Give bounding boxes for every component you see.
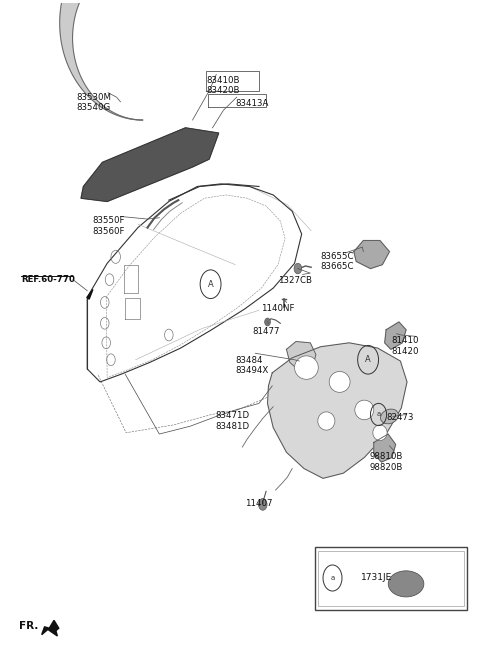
Ellipse shape — [295, 356, 318, 379]
Text: 83530M
83540G: 83530M 83540G — [76, 93, 111, 112]
Text: REF.60-770: REF.60-770 — [21, 275, 75, 284]
Text: 1731JE: 1731JE — [361, 573, 392, 582]
Ellipse shape — [329, 371, 350, 392]
Polygon shape — [374, 434, 396, 462]
Polygon shape — [60, 0, 143, 120]
Text: 98810B
98820B: 98810B 98820B — [369, 452, 402, 472]
Text: 11407: 11407 — [245, 499, 272, 508]
Polygon shape — [267, 343, 407, 478]
Circle shape — [294, 263, 301, 274]
Text: a: a — [376, 411, 381, 417]
Bar — [315, 547, 467, 610]
Polygon shape — [287, 342, 316, 373]
Text: A: A — [365, 355, 371, 364]
Ellipse shape — [388, 571, 424, 597]
Text: a: a — [330, 575, 335, 581]
Text: 1140NF: 1140NF — [261, 304, 295, 313]
Text: 83550F
83560F: 83550F 83560F — [92, 216, 124, 236]
Text: 83655C
83665C: 83655C 83665C — [321, 252, 354, 271]
Polygon shape — [42, 620, 59, 636]
Text: 83410B
83420B: 83410B 83420B — [207, 76, 240, 95]
Polygon shape — [87, 290, 93, 299]
Ellipse shape — [373, 425, 387, 441]
Ellipse shape — [318, 412, 335, 430]
Ellipse shape — [355, 400, 374, 420]
Polygon shape — [354, 240, 389, 269]
Text: 83413A: 83413A — [235, 99, 269, 108]
Text: 83484
83494X: 83484 83494X — [235, 356, 268, 375]
Bar — [318, 551, 464, 606]
Circle shape — [264, 318, 270, 326]
Text: 83471D
83481D: 83471D 83481D — [216, 411, 250, 430]
Circle shape — [259, 499, 267, 510]
Text: 1327CB: 1327CB — [278, 277, 312, 285]
Text: A: A — [208, 280, 214, 288]
Text: 82473: 82473 — [386, 413, 414, 422]
Text: FR.: FR. — [19, 622, 39, 631]
Text: 81410
81420: 81410 81420 — [392, 336, 420, 355]
Ellipse shape — [381, 409, 398, 424]
Polygon shape — [384, 322, 406, 350]
Text: 81477: 81477 — [253, 327, 280, 336]
Polygon shape — [81, 128, 219, 202]
